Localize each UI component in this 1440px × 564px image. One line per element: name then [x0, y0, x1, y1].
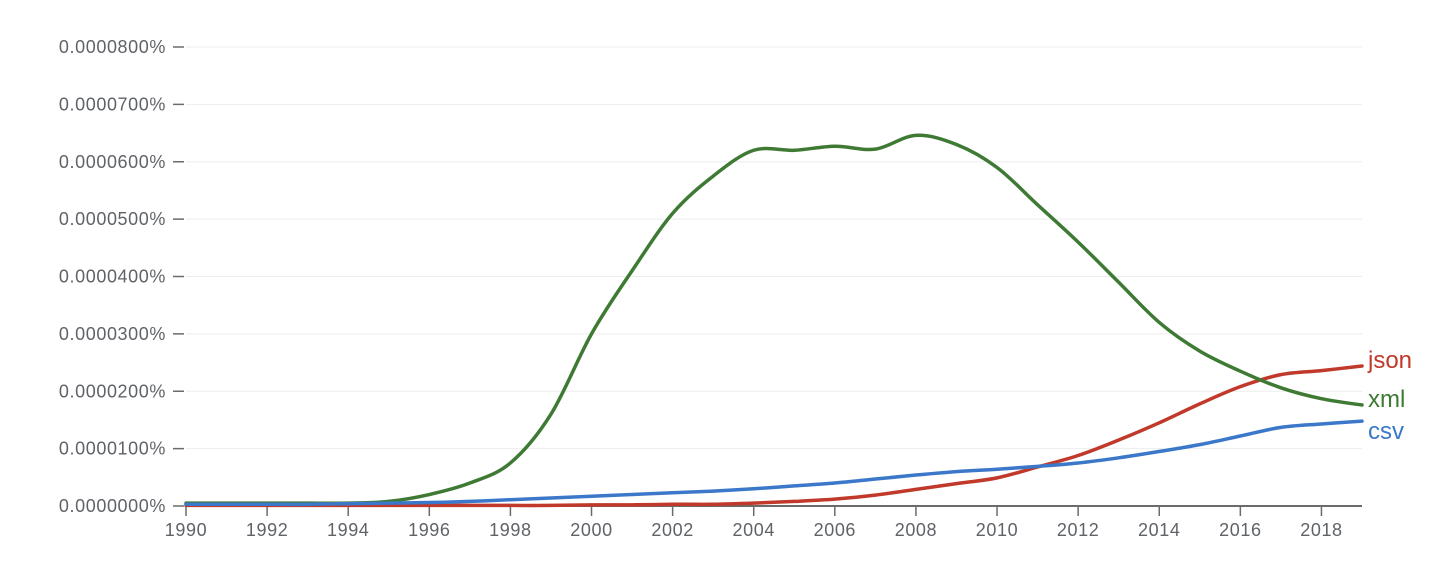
series-group: [184, 133, 1364, 508]
y-tick-label: 0.0000300%: [59, 324, 166, 344]
x-tick-label: 2000: [570, 520, 612, 540]
series-labels: json xml csv: [1367, 347, 1412, 445]
series-line-json: [184, 364, 1364, 508]
x-tick-label: 2012: [1057, 520, 1099, 540]
x-tick-label: 1992: [246, 520, 288, 540]
y-axis: 0.0000000% 0.0000100% 0.0000200% 0.0000300%…: [59, 37, 184, 516]
x-tick-label: 2010: [976, 520, 1018, 540]
x-axis: 1990 1992 1994 1996 1998 2000 2002 2004 2006 2008…: [165, 505, 1362, 540]
x-tick-label: 2004: [732, 520, 774, 540]
x-tick-label: 1994: [327, 520, 369, 540]
x-tick-label: 2016: [1219, 520, 1261, 540]
grid-lines: [186, 46, 1362, 450]
y-tick-label: 0.0000400%: [59, 267, 166, 287]
y-tick-label: 0.0000700%: [59, 94, 166, 114]
y-tick-label: 0.0000600%: [59, 152, 166, 172]
y-tick-label: 0.0000800%: [59, 37, 166, 57]
x-tick-label: 1990: [165, 520, 207, 540]
y-tick-label: 0.0000200%: [59, 381, 166, 401]
y-tick-label: 0.0000500%: [59, 209, 166, 229]
x-tick-label: 2006: [814, 520, 856, 540]
y-tick-label: 0.0000100%: [59, 439, 166, 459]
y-tick-label: 0.0000000%: [59, 496, 166, 516]
x-tick-label: 1998: [489, 520, 531, 540]
x-tick-label: 2002: [651, 520, 693, 540]
series-label-csv: csv: [1368, 418, 1404, 445]
x-tick-label: 1996: [408, 520, 450, 540]
x-tick-label: 2008: [895, 520, 937, 540]
x-tick-label: 2018: [1300, 520, 1342, 540]
series-label-xml: xml: [1368, 386, 1405, 413]
x-tick-label: 2014: [1138, 520, 1180, 540]
series-line-csv: [184, 419, 1364, 507]
series-label-json: json: [1367, 347, 1412, 374]
